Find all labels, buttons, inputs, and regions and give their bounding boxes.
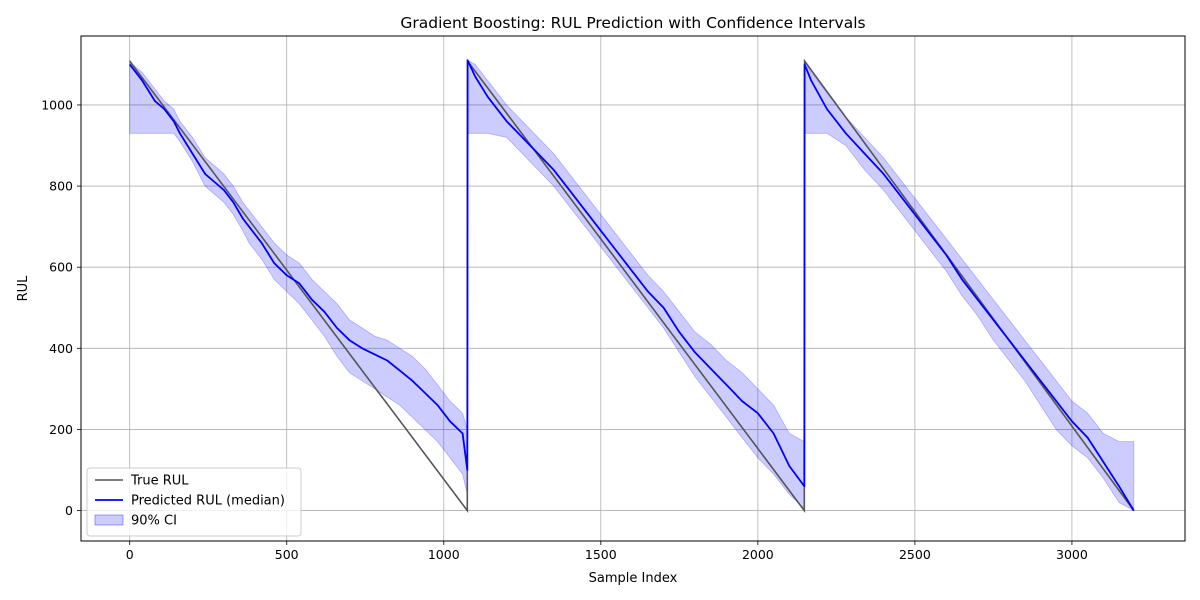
x-tick-label: 1500 bbox=[585, 547, 617, 562]
legend-box bbox=[86, 467, 302, 537]
legend: True RUL Predicted RUL (median) 90% CI bbox=[86, 467, 302, 537]
chart-title: Gradient Boosting: RUL Prediction with C… bbox=[400, 14, 865, 32]
y-tick-label: 0 bbox=[65, 503, 73, 518]
legend-label-true-rul: True RUL bbox=[130, 474, 189, 489]
x-tick-label: 0 bbox=[126, 547, 134, 562]
x-axis-label: Sample Index bbox=[589, 571, 678, 586]
x-tick-label: 2000 bbox=[742, 547, 774, 562]
line-layer bbox=[128, 58, 1135, 514]
y-tick-label: 600 bbox=[49, 260, 73, 275]
y-tick-label: 400 bbox=[49, 341, 73, 356]
legend-label-ci: 90% CI bbox=[131, 514, 177, 529]
y-tick-label: 800 bbox=[49, 179, 73, 194]
y-tick-label: 1000 bbox=[41, 97, 73, 112]
x-tick-label: 1000 bbox=[428, 547, 460, 562]
x-tick-label: 500 bbox=[275, 547, 299, 562]
x-tick-label: 3000 bbox=[1056, 547, 1088, 562]
ticks: 0 500 1000 1500 2000 2500 3000 0 200 400 600 800 100… bbox=[41, 97, 1088, 562]
plot-frame bbox=[80, 35, 1186, 542]
y-tick-label: 200 bbox=[49, 422, 73, 437]
y-axis-label: RUL bbox=[16, 275, 31, 302]
series-predicted-rul bbox=[128, 59, 1135, 512]
legend-swatch-ci bbox=[94, 514, 124, 526]
x-tick-label: 2500 bbox=[899, 547, 931, 562]
series-true-rul bbox=[129, 58, 1135, 514]
legend-label-predicted: Predicted RUL (median) bbox=[131, 494, 285, 509]
